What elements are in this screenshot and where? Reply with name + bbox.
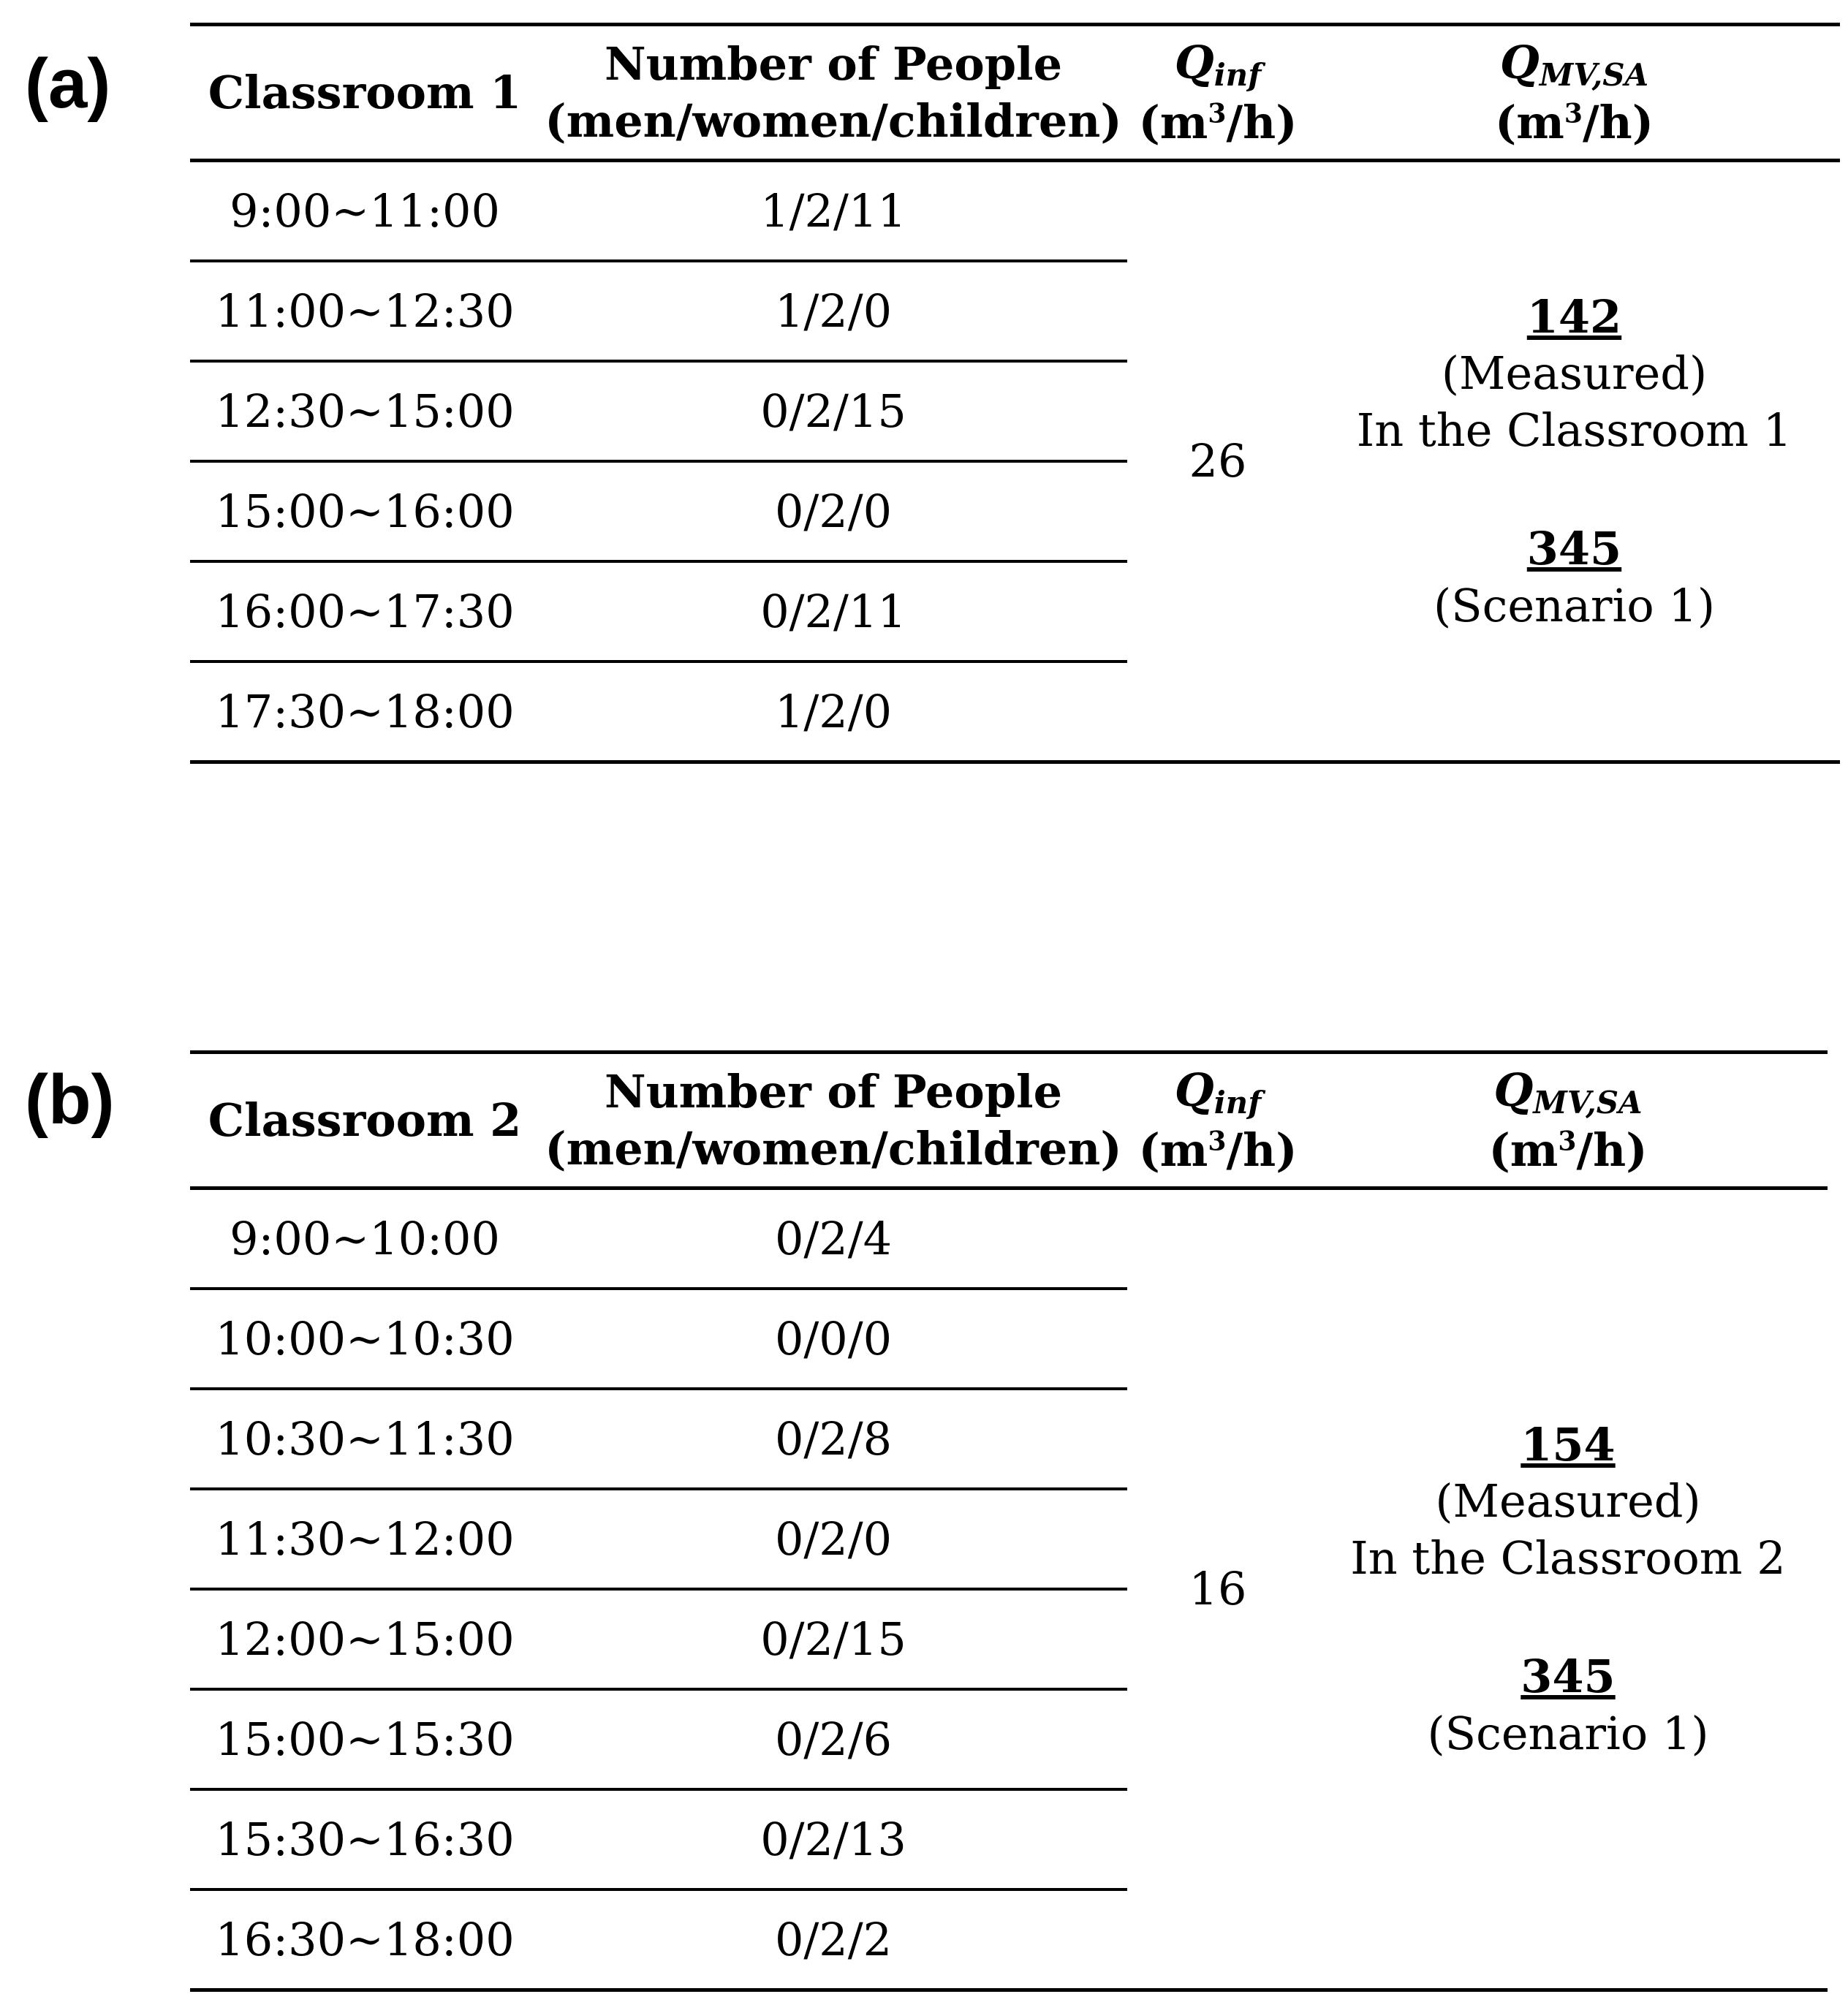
people-cell: 0/2/0 [539,1489,1127,1591]
time-cell: 16:30~18:00 [190,1889,539,1992]
table-row: 10:00~10:30 0/0/0 [190,1289,1828,1390]
time-cell: 9:00~11:00 [190,160,539,262]
table-row: 9:00~10:00 0/2/4 16 154 (Measured) In the… [190,1188,1828,1992]
q-mv-sa-values: 154 (Measured) In the Classroom 2 345 (S… [1309,1188,1828,1992]
people-cell: 1/2/0 [539,661,1127,764]
measured-location: In the Classroom 1 [1356,403,1792,457]
header-classroom: Classroom 1 [208,65,522,119]
table-row: 16:00~17:30 0/2/11 [190,561,1840,663]
time-cell: 9:00~10:00 [190,1188,539,1290]
q-mv-sa-values: 142 (Measured) In the Classroom 1 345 (S… [1309,160,1840,764]
table-row: 9:00~11:00 1/2/11 26 142 (Measured) In th… [190,160,1840,764]
header-q-inf: Qinf (m3/h) [1138,1063,1298,1178]
time-cell: 15:00~16:00 [190,461,539,563]
measured-location: In the Classroom 2 [1350,1531,1786,1585]
q-inf-value: 26 [1127,160,1309,764]
people-cell: 0/2/11 [539,561,1127,663]
time-cell: 10:00~10:30 [190,1289,539,1390]
people-cell: 0/2/13 [539,1789,1127,1891]
table-row: 17:30~18:00 1/2/0 [190,661,1840,764]
scenario-value: 345 [1526,522,1622,576]
scenario-value: 345 [1521,1650,1616,1704]
table-row: 16:30~18:00 0/2/2 [190,1889,1828,1992]
header-people: Number of People (men/women/children) [545,37,1122,148]
time-cell: 10:30~11:30 [190,1389,539,1490]
people-cell: 0/2/15 [539,1589,1127,1691]
table-row: 12:30~15:00 0/2/15 [190,361,1840,463]
measured-label: (Measured) [1441,346,1708,401]
measured-value: 142 [1526,289,1622,344]
q-inf-value: 16 [1127,1188,1309,1992]
panel-label: (a) [25,45,111,123]
time-cell: 12:30~15:00 [190,361,539,463]
scenario-label: (Scenario 1) [1427,1706,1709,1760]
panel-label: (b) [25,1061,115,1139]
header-q-inf: Qinf (m3/h) [1138,35,1298,150]
people-cell: 0/0/0 [539,1289,1127,1390]
table-row: 12:00~15:00 0/2/15 [190,1589,1828,1691]
table-row: 11:00~12:30 1/2/0 [190,261,1840,363]
people-cell: 0/2/15 [539,361,1127,463]
people-cell: 0/2/6 [539,1689,1127,1791]
table-row: 15:00~15:30 0/2/6 [190,1689,1828,1791]
table-row: 15:30~16:30 0/2/13 [190,1789,1828,1891]
people-cell: 0/2/4 [539,1188,1127,1290]
time-cell: 17:30~18:00 [190,661,539,764]
header-classroom: Classroom 2 [208,1093,522,1147]
scenario-label: (Scenario 1) [1433,578,1716,632]
people-cell: 0/2/0 [539,461,1127,563]
time-cell: 11:30~12:00 [190,1489,539,1591]
time-cell: 15:30~16:30 [190,1789,539,1891]
time-cell: 15:00~15:30 [190,1689,539,1791]
header-q-mv-sa: QMV,SA (m3/h) [1494,35,1654,150]
table-row: 15:00~16:00 0/2/0 [190,461,1840,563]
occupancy-table: Classroom 1 Number of People (men/women/c… [190,23,1840,764]
people-cell: 0/2/2 [539,1889,1127,1992]
time-cell: 12:00~15:00 [190,1589,539,1691]
people-cell: 1/2/0 [539,261,1127,363]
measured-label: (Measured) [1435,1474,1701,1528]
table-row: 11:30~12:00 0/2/0 [190,1489,1828,1591]
people-cell: 1/2/11 [539,160,1127,262]
measured-value: 154 [1521,1417,1616,1471]
time-cell: 16:00~17:30 [190,561,539,663]
time-cell: 11:00~12:30 [190,261,539,363]
header-q-mv-sa: QMV,SA (m3/h) [1488,1063,1648,1178]
people-cell: 0/2/8 [539,1389,1127,1490]
header-people: Number of People (men/women/children) [545,1065,1122,1175]
table-row: 10:30~11:30 0/2/8 [190,1389,1828,1490]
occupancy-table: Classroom 2 Number of People (men/women/c… [190,1050,1828,1992]
